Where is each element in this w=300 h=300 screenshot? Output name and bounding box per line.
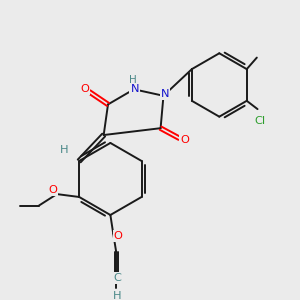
Text: N: N — [130, 84, 139, 94]
Text: O: O — [80, 84, 89, 94]
Text: H: H — [59, 145, 68, 155]
Text: O: O — [114, 231, 123, 241]
Text: O: O — [48, 185, 57, 195]
Text: H: H — [129, 75, 136, 85]
Text: O: O — [180, 135, 189, 145]
Text: C: C — [113, 273, 121, 284]
Text: H: H — [112, 291, 121, 300]
Text: N: N — [161, 89, 169, 99]
Text: Cl: Cl — [254, 116, 266, 126]
